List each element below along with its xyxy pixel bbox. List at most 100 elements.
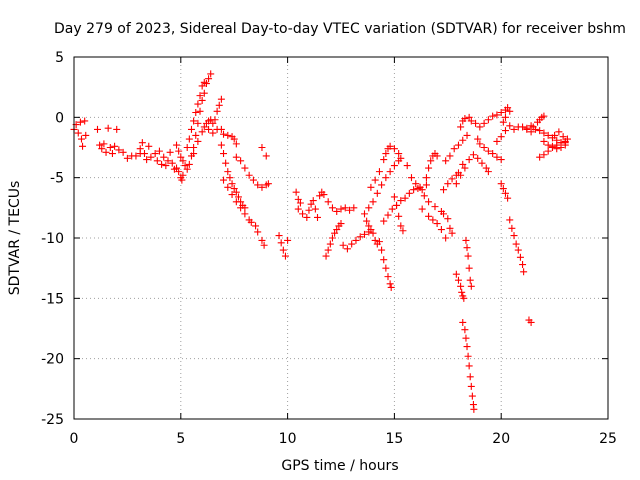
data-point — [454, 141, 462, 149]
data-point — [425, 198, 433, 206]
data-point — [466, 373, 474, 381]
data-point — [484, 147, 492, 155]
data-point — [425, 164, 433, 172]
data-point — [540, 151, 548, 159]
data-point — [346, 206, 354, 214]
data-point — [444, 215, 452, 223]
data-point — [224, 183, 232, 191]
data-point — [540, 129, 548, 137]
data-point — [506, 122, 514, 130]
data-point — [341, 204, 349, 212]
data-point — [305, 206, 313, 214]
data-point — [237, 157, 245, 165]
data-point — [175, 168, 183, 176]
data-point — [228, 180, 236, 188]
data-point — [446, 224, 454, 232]
data-point — [158, 160, 166, 168]
data-point — [284, 236, 292, 244]
data-point — [464, 252, 472, 260]
data-point — [222, 159, 230, 167]
data-point — [183, 144, 191, 151]
data-point — [81, 117, 89, 125]
data-point — [140, 150, 148, 158]
y-tick-label: -15 — [41, 291, 64, 307]
data-point — [476, 140, 484, 148]
data-point — [551, 131, 559, 139]
data-point — [339, 241, 347, 249]
data-point — [230, 185, 238, 193]
data-point — [544, 147, 552, 155]
data-point — [553, 145, 561, 153]
data-point — [442, 157, 450, 165]
data-point — [433, 152, 441, 160]
data-point — [254, 228, 262, 236]
data-point — [264, 180, 272, 188]
data-point — [215, 101, 223, 109]
data-point — [343, 245, 351, 253]
data-point — [510, 232, 518, 240]
data-point — [464, 352, 472, 360]
data-point — [311, 205, 319, 213]
data-point — [433, 220, 441, 228]
data-point — [205, 125, 213, 133]
data-point — [79, 142, 87, 150]
x-tick-label: 10 — [279, 431, 297, 447]
data-point — [463, 131, 471, 139]
data-point — [386, 280, 394, 288]
data-point — [386, 168, 394, 176]
data-point — [147, 153, 155, 161]
data-point — [458, 288, 466, 296]
data-point — [360, 230, 368, 238]
data-point — [309, 197, 317, 205]
data-point — [258, 144, 266, 151]
data-point — [337, 205, 345, 213]
data-point — [386, 142, 394, 150]
data-point — [493, 153, 501, 161]
data-point — [173, 164, 181, 172]
data-point — [384, 211, 392, 219]
data-point — [523, 125, 531, 133]
data-point — [371, 176, 379, 184]
data-point — [198, 128, 206, 136]
data-point — [459, 160, 467, 168]
data-point — [194, 137, 202, 145]
data-point — [205, 75, 213, 83]
data-point — [390, 162, 398, 170]
data-point — [232, 153, 240, 161]
data-point — [514, 246, 522, 254]
data-point — [422, 181, 430, 189]
data-point — [540, 112, 548, 120]
data-point — [360, 210, 368, 218]
data-point — [356, 233, 364, 241]
data-point — [520, 268, 528, 276]
data-point — [247, 218, 255, 226]
y-tick-label: -25 — [41, 412, 64, 428]
data-point — [380, 256, 388, 264]
data-point — [429, 216, 437, 224]
data-point — [232, 198, 240, 206]
data-point — [470, 405, 478, 413]
data-point — [123, 154, 131, 162]
data-point — [446, 152, 454, 160]
data-point — [390, 145, 398, 153]
data-point — [76, 118, 84, 126]
data-point — [555, 128, 563, 136]
data-point — [328, 204, 336, 212]
data-point — [262, 152, 270, 160]
data-point — [459, 136, 467, 144]
data-point — [322, 252, 330, 260]
data-point — [431, 203, 439, 211]
data-point — [168, 159, 176, 167]
data-point — [258, 236, 266, 244]
data-point — [536, 127, 544, 135]
data-point — [237, 204, 245, 212]
data-point — [463, 343, 471, 351]
data-point — [369, 229, 377, 237]
data-point — [397, 222, 405, 230]
data-point — [380, 217, 388, 225]
data-point — [115, 146, 123, 154]
data-point — [378, 181, 386, 189]
data-point — [207, 70, 215, 78]
data-point — [213, 107, 221, 115]
